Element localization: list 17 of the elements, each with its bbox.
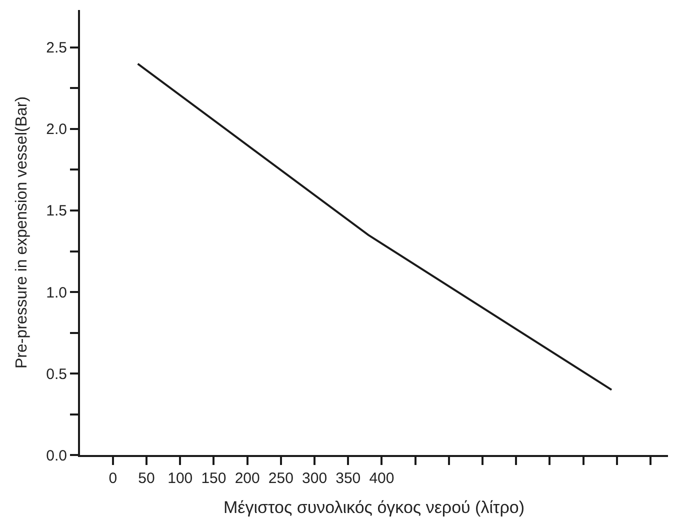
x-tick-label: 150 [201, 470, 226, 487]
x-tick-label: 350 [336, 470, 361, 487]
x-tick-label: 50 [138, 470, 155, 487]
y-tick-label: 1.5 [46, 202, 67, 220]
x-tick-label: 200 [234, 470, 260, 487]
x-tick-label: 300 [302, 470, 328, 487]
x-tick-label: 400 [369, 470, 394, 487]
y-tick-label: 2.5 [46, 40, 67, 57]
x-axis-title: Μέγιστος συνολικός όγκος νερού (λίτρο) [224, 498, 524, 517]
y-tick-label: 1.0 [46, 284, 67, 302]
y-axis-title: Pre-pressure in expension vessel(Bar) [14, 96, 31, 369]
x-tick-label: 0 [108, 470, 118, 487]
y-tick-label: 2.0 [46, 121, 67, 138]
x-tick-label: 250 [268, 470, 294, 487]
y-tick-label: 0.5 [46, 366, 67, 383]
y-tick-label: 0.0 [46, 447, 67, 464]
x-tick-label: 100 [168, 470, 193, 487]
